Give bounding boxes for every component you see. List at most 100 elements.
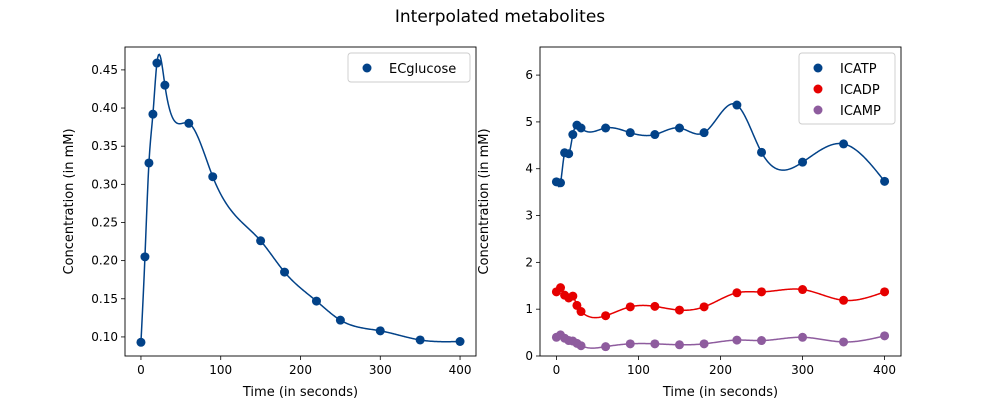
data-point-icadp <box>650 301 660 311</box>
x-tick-label: 0 <box>137 363 145 377</box>
data-point-icadp <box>601 311 611 321</box>
y-tick-label: 0 <box>525 349 533 363</box>
data-point-ecglucose <box>415 335 425 345</box>
data-point-ecglucose <box>311 296 321 306</box>
y-tick-label: 5 <box>525 115 533 129</box>
x-tick-label: 0 <box>553 363 561 377</box>
data-point-icadp <box>576 307 586 317</box>
data-point-icadp <box>674 305 684 315</box>
data-point-ecglucose <box>140 252 150 262</box>
plot-frame <box>124 46 477 357</box>
legend-marker-icamp <box>813 105 823 115</box>
series-line-icatp <box>555 103 886 188</box>
data-point-icatp <box>564 149 574 159</box>
figure-title: Interpolated metabolites <box>395 7 605 27</box>
x-tick-label: 100 <box>209 363 232 377</box>
data-point-icamp <box>576 341 586 351</box>
data-point-ecglucose <box>184 118 194 128</box>
legend-marker-ecglucose <box>362 63 372 73</box>
y-tick-label: 0.40 <box>91 101 118 115</box>
x-tick-label: 200 <box>289 363 312 377</box>
series-line-icadp <box>555 286 885 319</box>
plot-nucleotides: 0 100 200 300 400 0 1 2 3 4 5 6 Time (in seconds) Con… <box>477 46 902 400</box>
data-point-icamp <box>625 339 635 349</box>
data-point-icatp <box>880 176 890 186</box>
x-tick-label: 300 <box>369 363 392 377</box>
data-point-icatp <box>674 123 684 133</box>
x-tick-label: 300 <box>791 363 814 377</box>
legend: ICATP ICADP ICAMP <box>798 52 896 125</box>
x-tick-label: 400 <box>873 363 896 377</box>
x-axis-label: Time (in seconds) <box>242 385 358 400</box>
legend-label-icamp: ICAMP <box>840 104 881 119</box>
data-point-icatp <box>650 130 660 140</box>
data-point-ecglucose <box>148 109 158 119</box>
x-tick-label: 100 <box>627 363 650 377</box>
data-point-icadp <box>757 287 767 297</box>
data-point-icadp <box>556 283 566 293</box>
legend-frame <box>347 52 471 83</box>
data-point-icatp <box>732 100 742 110</box>
data-point-ecglucose <box>280 267 290 277</box>
data-point-ecglucose <box>335 315 345 325</box>
legend-frame <box>798 52 896 125</box>
data-point-icadp <box>798 285 808 295</box>
data-point-icadp <box>568 291 578 301</box>
y-tick-label: 0.30 <box>91 177 118 191</box>
data-point-icatp <box>699 128 709 138</box>
x-tick-label: 400 <box>449 363 472 377</box>
data-point-icamp <box>699 339 709 349</box>
series-line-ecglucose <box>140 53 461 343</box>
data-point-ecglucose <box>455 337 465 347</box>
y-tick-label: 0.15 <box>91 292 118 306</box>
data-point-ecglucose <box>375 326 385 336</box>
data-point-icamp <box>674 340 684 350</box>
legend-marker-icatp <box>813 63 823 73</box>
data-point-icadp <box>839 295 849 305</box>
data-point-icadp <box>880 287 890 297</box>
y-tick-label: 6 <box>525 68 533 82</box>
y-tick-label: 4 <box>525 162 533 176</box>
y-tick-label: 0.20 <box>91 254 118 268</box>
data-point-icadp <box>625 302 635 312</box>
data-point-ecglucose <box>136 337 146 347</box>
series-line-icamp <box>555 334 885 349</box>
data-point-icatp <box>568 130 578 140</box>
plot-ecglucose: 0 100 200 300 400 0.10 0.15 0.20 0.25 0.30 0.35 0.4… <box>62 46 477 400</box>
y-tick-label: 0.10 <box>91 330 118 344</box>
data-point-icamp <box>880 331 890 341</box>
data-point-icamp <box>650 339 660 349</box>
data-point-ecglucose <box>208 172 218 182</box>
x-axis-label: Time (in seconds) <box>662 385 778 400</box>
legend-label-icadp: ICADP <box>840 83 880 98</box>
data-point-icamp <box>757 336 767 346</box>
x-tick-label: 200 <box>709 363 732 377</box>
data-point-icamp <box>839 337 849 347</box>
data-point-icatp <box>625 128 635 138</box>
data-point-icatp <box>576 123 586 133</box>
data-point-icatp <box>757 147 767 157</box>
data-point-icadp <box>699 302 709 312</box>
data-point-icamp <box>732 335 742 345</box>
data-point-icamp <box>601 342 611 352</box>
y-tick-label: 1 <box>525 302 533 316</box>
y-tick-label: 0.45 <box>91 63 118 77</box>
data-point-ecglucose <box>256 236 266 246</box>
data-point-icamp <box>798 332 808 342</box>
data-point-icatp <box>556 178 566 188</box>
legend: ECglucose <box>347 52 471 83</box>
y-axis-label: Concentration (in mM) <box>477 128 492 274</box>
legend-marker-icadp <box>813 84 823 94</box>
data-point-icadp <box>732 288 742 298</box>
data-point-ecglucose <box>144 158 154 168</box>
data-point-ecglucose <box>152 58 162 68</box>
y-tick-label: 2 <box>525 255 533 269</box>
data-point-icatp <box>798 157 808 167</box>
legend-label-ecglucose: ECglucose <box>389 62 456 77</box>
data-point-ecglucose <box>160 80 170 90</box>
y-tick-label: 0.25 <box>91 215 118 229</box>
y-axis-label: Concentration (in mM) <box>62 128 77 274</box>
y-tick-label: 3 <box>525 209 533 223</box>
